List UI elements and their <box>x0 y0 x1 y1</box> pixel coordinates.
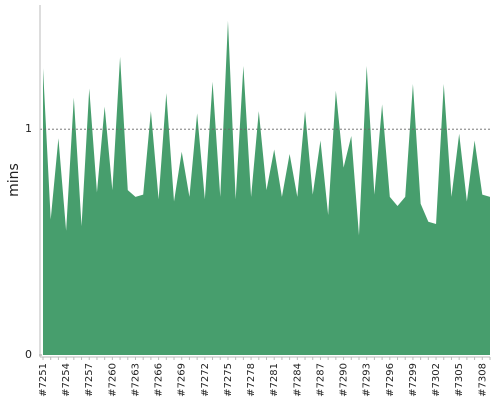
x-tick-label: #7299 <box>408 363 419 397</box>
x-tick-label: #7308 <box>477 363 488 397</box>
x-tick-label: #7284 <box>292 363 303 397</box>
x-tick-label: #7257 <box>84 363 95 397</box>
x-tick-label: #7272 <box>200 363 211 397</box>
x-tick-label: #7305 <box>454 363 465 397</box>
x-tick-label: #7266 <box>154 363 165 397</box>
x-tick-label: #7254 <box>61 363 72 397</box>
y-axis-label: mins <box>6 163 22 197</box>
y-tick-label: 0 <box>25 348 32 361</box>
x-tick-label: #7251 <box>38 363 49 397</box>
y-tick-label: 1 <box>25 122 32 135</box>
x-tick-label: #7287 <box>315 363 326 397</box>
x-tick-label: #7296 <box>385 363 396 397</box>
x-tick-label: #7290 <box>339 363 350 397</box>
x-tick-label: #7269 <box>177 363 188 397</box>
area <box>43 20 490 355</box>
x-tick-label: #7263 <box>130 363 141 397</box>
x-tick-label: #7293 <box>362 363 373 397</box>
x-tick-label: #7278 <box>246 363 257 397</box>
x-tick-label: #7281 <box>269 363 280 397</box>
x-tick-label: #7275 <box>223 363 234 397</box>
x-tick-label: #7260 <box>107 363 118 397</box>
x-tick-label: #7302 <box>431 363 442 397</box>
